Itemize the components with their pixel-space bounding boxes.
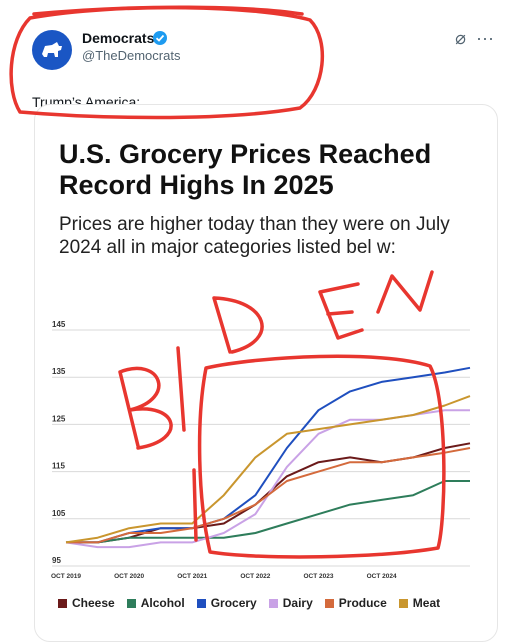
more-options-icon[interactable]: ··· [476, 28, 494, 48]
legend-swatch [126, 598, 136, 608]
y-tick-label: 115 [52, 462, 65, 471]
y-tick-label: 145 [52, 320, 66, 329]
legend-swatch [196, 598, 206, 608]
grok-icon[interactable]: ⌀ [455, 28, 467, 48]
y-tick-label: 95 [52, 556, 61, 565]
card-subtitle: Prices are higher today than they were o… [59, 214, 450, 258]
legend-label: Dairy [282, 596, 313, 610]
x-tick-label: OCT 2023 [304, 573, 334, 580]
legend-label: Cheese [72, 596, 115, 610]
y-tick-label: 125 [52, 414, 66, 423]
series-line-meat [65, 395, 471, 544]
x-tick-label: OCT 2019 [51, 573, 81, 580]
y-tick-label: 105 [52, 509, 66, 518]
legend-swatch [324, 598, 334, 608]
legend-item-grocery: Grocery [196, 596, 257, 610]
legend-item-produce: Produce [324, 596, 387, 610]
x-tick-label: OCT 2024 [367, 573, 397, 580]
legend-label: Meat [412, 596, 441, 610]
series-line-dairy [65, 409, 470, 549]
y-tick-label: 135 [52, 367, 66, 376]
legend-swatch [58, 598, 67, 608]
card-title: U.S. Grocery Prices Reached Record Highs… [59, 139, 432, 200]
legend-label: Alcohol [140, 596, 185, 610]
legend-swatch [268, 598, 278, 608]
legend-item-alcohol: Alcohol [126, 596, 185, 610]
series-line-grocery [66, 366, 471, 544]
x-tick-label: OCT 2022 [240, 573, 270, 580]
x-tick-label: OCT 2020 [114, 573, 144, 580]
legend-item-cheese: Cheese [58, 596, 115, 610]
tweet-actions: ⌀ ··· [455, 28, 494, 49]
legend-label: Grocery [210, 596, 257, 610]
legend-item-meat: Meat [398, 596, 441, 610]
legend-swatch [398, 598, 408, 608]
legend-label: Produce [338, 596, 387, 610]
chart-legend: Cheese Alcohol Grocery Dairy Produce Meat [58, 596, 440, 610]
x-tick-label: OCT 2021 [177, 573, 207, 580]
legend-item-dairy: Dairy [268, 596, 313, 610]
